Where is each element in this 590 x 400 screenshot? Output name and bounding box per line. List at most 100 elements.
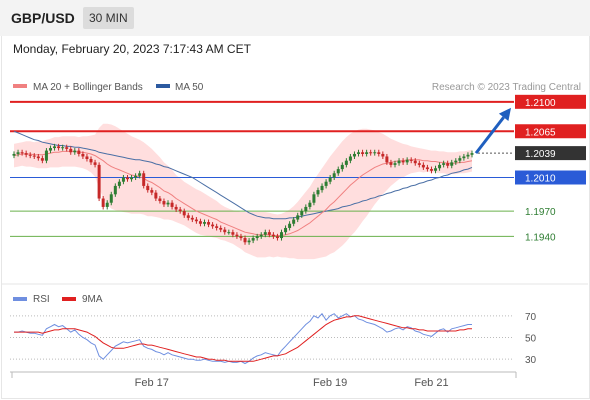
candle-body bbox=[81, 153, 85, 157]
candle-body bbox=[215, 226, 219, 228]
level-tag-0 bbox=[515, 94, 586, 109]
x-tick-0: Feb 17 bbox=[135, 377, 169, 389]
candle-body bbox=[450, 162, 454, 166]
x-tick-2: Feb 21 bbox=[414, 377, 448, 389]
candle-body bbox=[227, 232, 231, 234]
candle-body bbox=[304, 206, 308, 212]
candle-body bbox=[61, 147, 65, 149]
candle-body bbox=[458, 158, 462, 161]
level-label-3: 1.2010 bbox=[525, 174, 556, 185]
candle-body bbox=[247, 240, 251, 243]
candle-body bbox=[231, 232, 235, 235]
legend-swatch-ma20 bbox=[13, 84, 27, 88]
candle-body bbox=[446, 163, 450, 166]
projection-arrow-shaft bbox=[474, 116, 505, 155]
candle-body bbox=[239, 236, 243, 239]
candle-body bbox=[85, 156, 89, 159]
candle-body bbox=[174, 206, 178, 210]
candle-body bbox=[162, 201, 166, 205]
candle-body bbox=[190, 217, 194, 220]
candle-body bbox=[454, 160, 458, 163]
symbol-label: GBP/USD bbox=[11, 10, 75, 26]
legend-label-ma50: MA 50 bbox=[175, 82, 204, 93]
candle-body bbox=[202, 222, 206, 224]
timeframe-button[interactable]: 30 MIN bbox=[83, 7, 134, 29]
candle-body bbox=[462, 156, 466, 159]
candle-body bbox=[198, 221, 202, 224]
candle-body bbox=[263, 232, 267, 235]
candle-body bbox=[373, 152, 377, 154]
rsi-tick-0: 70 bbox=[525, 312, 537, 323]
candle-body bbox=[280, 232, 284, 239]
candle-body bbox=[178, 209, 182, 212]
candle-body bbox=[389, 162, 393, 165]
candle-body bbox=[397, 160, 401, 164]
candle-body bbox=[434, 168, 438, 171]
candle-body bbox=[48, 148, 52, 151]
candle-body bbox=[308, 202, 312, 207]
candle-body bbox=[369, 152, 373, 154]
level-tag-3 bbox=[515, 170, 586, 185]
candle-body bbox=[243, 238, 247, 243]
legend-label-rsi-ma: 9MA bbox=[82, 294, 103, 305]
candle-body bbox=[170, 202, 174, 207]
candle-body bbox=[438, 164, 442, 169]
candle-body bbox=[211, 224, 215, 227]
candle-body bbox=[357, 152, 361, 154]
candle-body bbox=[288, 223, 292, 228]
candle-body bbox=[251, 238, 255, 241]
candle-body bbox=[332, 173, 336, 178]
candle-body bbox=[69, 148, 73, 153]
candle-body bbox=[405, 159, 409, 163]
candle-body bbox=[166, 202, 170, 205]
candle-body bbox=[138, 173, 142, 176]
candle-body bbox=[113, 185, 117, 195]
candle-body bbox=[16, 152, 20, 154]
candle-body bbox=[292, 219, 296, 224]
candle-body bbox=[296, 215, 300, 220]
level-label-5: 1.1940 bbox=[525, 232, 556, 243]
legend-label-rsi: RSI bbox=[33, 294, 50, 305]
legend-swatch-ma50 bbox=[156, 84, 170, 88]
candle-body bbox=[409, 159, 413, 161]
bollinger-band bbox=[14, 123, 472, 260]
level-label-2: 1.2039 bbox=[525, 149, 556, 160]
candle-body bbox=[259, 234, 263, 237]
candle-body bbox=[186, 215, 190, 218]
candle-body bbox=[73, 150, 77, 153]
ma20-line bbox=[13, 150, 473, 236]
candle-body bbox=[336, 169, 340, 174]
rsi-ma-line bbox=[14, 315, 472, 362]
candle-body bbox=[385, 156, 389, 163]
candle-body bbox=[40, 158, 44, 161]
level-tag-2 bbox=[515, 146, 586, 161]
candle-body bbox=[121, 177, 125, 182]
candle-body bbox=[271, 234, 275, 237]
candle-body bbox=[340, 164, 344, 170]
candle-body bbox=[417, 163, 421, 165]
candle-body bbox=[93, 162, 97, 165]
candle-body bbox=[77, 150, 81, 154]
candle-body bbox=[442, 163, 446, 165]
chart-header: GBP/USD 30 MIN bbox=[0, 0, 590, 36]
level-label-4: 1.1970 bbox=[525, 207, 556, 218]
candle-body bbox=[194, 219, 198, 222]
projection-arrow-head bbox=[498, 107, 511, 121]
candle-body bbox=[466, 154, 470, 157]
rsi-tick-2: 30 bbox=[525, 355, 537, 366]
candle-body bbox=[182, 211, 186, 216]
candle-body bbox=[361, 152, 365, 154]
candle-body bbox=[316, 190, 320, 195]
candle-body bbox=[284, 227, 288, 233]
candle-body bbox=[28, 154, 32, 156]
candle-body bbox=[401, 160, 405, 163]
candle-body bbox=[429, 169, 433, 171]
candle-body bbox=[158, 198, 162, 202]
candle-body bbox=[413, 160, 417, 164]
candle-body bbox=[32, 155, 36, 157]
candle-body bbox=[65, 147, 69, 149]
x-tick-1: Feb 19 bbox=[313, 377, 347, 389]
candle-body bbox=[377, 152, 381, 154]
candle-body bbox=[97, 164, 101, 199]
